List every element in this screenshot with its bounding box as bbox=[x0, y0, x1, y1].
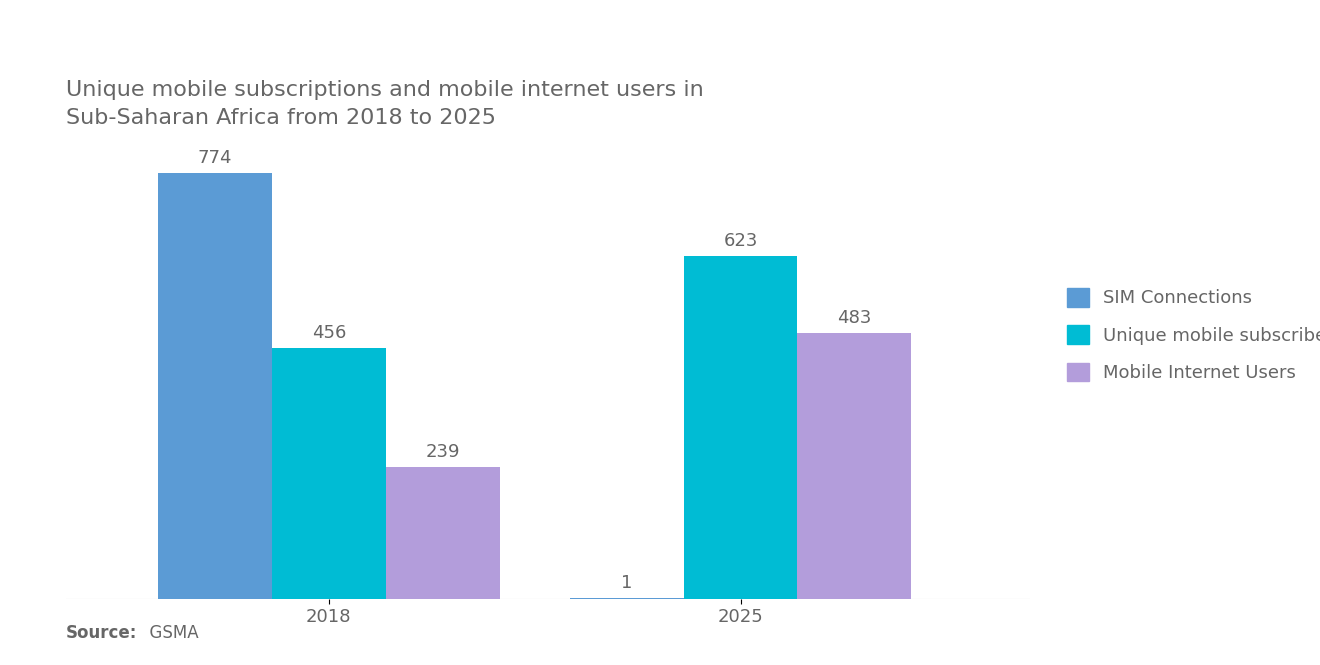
Bar bbox=[158, 172, 272, 598]
Bar bbox=[385, 467, 500, 598]
Text: 623: 623 bbox=[723, 232, 758, 250]
Text: Source:: Source: bbox=[66, 624, 137, 642]
Text: 1: 1 bbox=[620, 575, 632, 593]
Text: GSMA: GSMA bbox=[139, 624, 198, 642]
Text: 774: 774 bbox=[198, 149, 232, 167]
Bar bbox=[684, 255, 797, 598]
Legend: SIM Connections, Unique mobile subscribers, Mobile Internet Users: SIM Connections, Unique mobile subscribe… bbox=[1057, 279, 1320, 391]
Text: 456: 456 bbox=[312, 324, 346, 342]
Text: 483: 483 bbox=[837, 309, 871, 327]
Text: 239: 239 bbox=[425, 444, 459, 462]
Bar bbox=[797, 332, 911, 598]
Bar bbox=[272, 348, 385, 598]
Text: Unique mobile subscriptions and mobile internet users in
Sub-Saharan Africa from: Unique mobile subscriptions and mobile i… bbox=[66, 80, 704, 128]
